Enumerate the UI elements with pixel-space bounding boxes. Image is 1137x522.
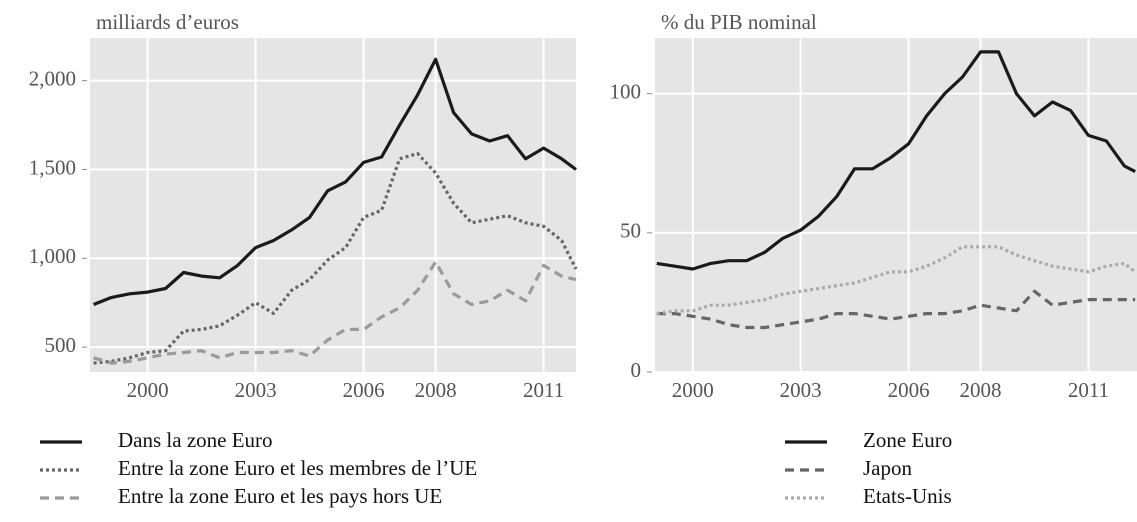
- x-tick-label: 2011: [1068, 378, 1109, 402]
- y-tick-label: 500: [45, 333, 77, 357]
- y-tick-label: 1,000: [29, 244, 76, 268]
- x-tick-label: 2008: [960, 378, 1002, 402]
- y-tick-label: 0: [631, 358, 642, 382]
- legend-label: Dans la zone Euro: [118, 428, 273, 452]
- legend-label: Entre la zone Euro et les membres de l’U…: [118, 456, 477, 480]
- series-line: [93, 151, 578, 365]
- x-tick-label: 2003: [780, 378, 822, 402]
- legend-label: Etats-Unis: [863, 484, 952, 508]
- x-tick-label: 2006: [343, 378, 385, 402]
- plot-background: [90, 38, 576, 372]
- y-tick-label: 100: [610, 79, 642, 103]
- x-tick-label: 2011: [523, 378, 564, 402]
- y-tick-label: 2,000: [29, 66, 76, 90]
- x-tick-label: 2000: [127, 378, 169, 402]
- y-tick-label: 1,500: [29, 155, 76, 179]
- series-line: [93, 57, 577, 306]
- plot-background: [655, 38, 1137, 372]
- x-tick-label: 2000: [672, 378, 714, 402]
- x-tick-label: 2006: [888, 378, 930, 402]
- y-axis-label: % du PIB nominal: [661, 10, 817, 34]
- series-line: [656, 50, 1136, 271]
- series-line: [93, 260, 577, 365]
- x-tick-label: 2003: [235, 378, 277, 402]
- legend-label: Japon: [863, 456, 912, 480]
- legend-label: Zone Euro: [863, 428, 952, 452]
- series-line: [656, 289, 1136, 330]
- y-axis-label: milliards d’euros: [96, 10, 239, 34]
- series-line: [656, 245, 1137, 316]
- x-tick-label: 2008: [415, 378, 457, 402]
- y-tick-label: 50: [620, 219, 641, 243]
- legend-label: Entre la zone Euro et les pays hors UE: [118, 484, 442, 508]
